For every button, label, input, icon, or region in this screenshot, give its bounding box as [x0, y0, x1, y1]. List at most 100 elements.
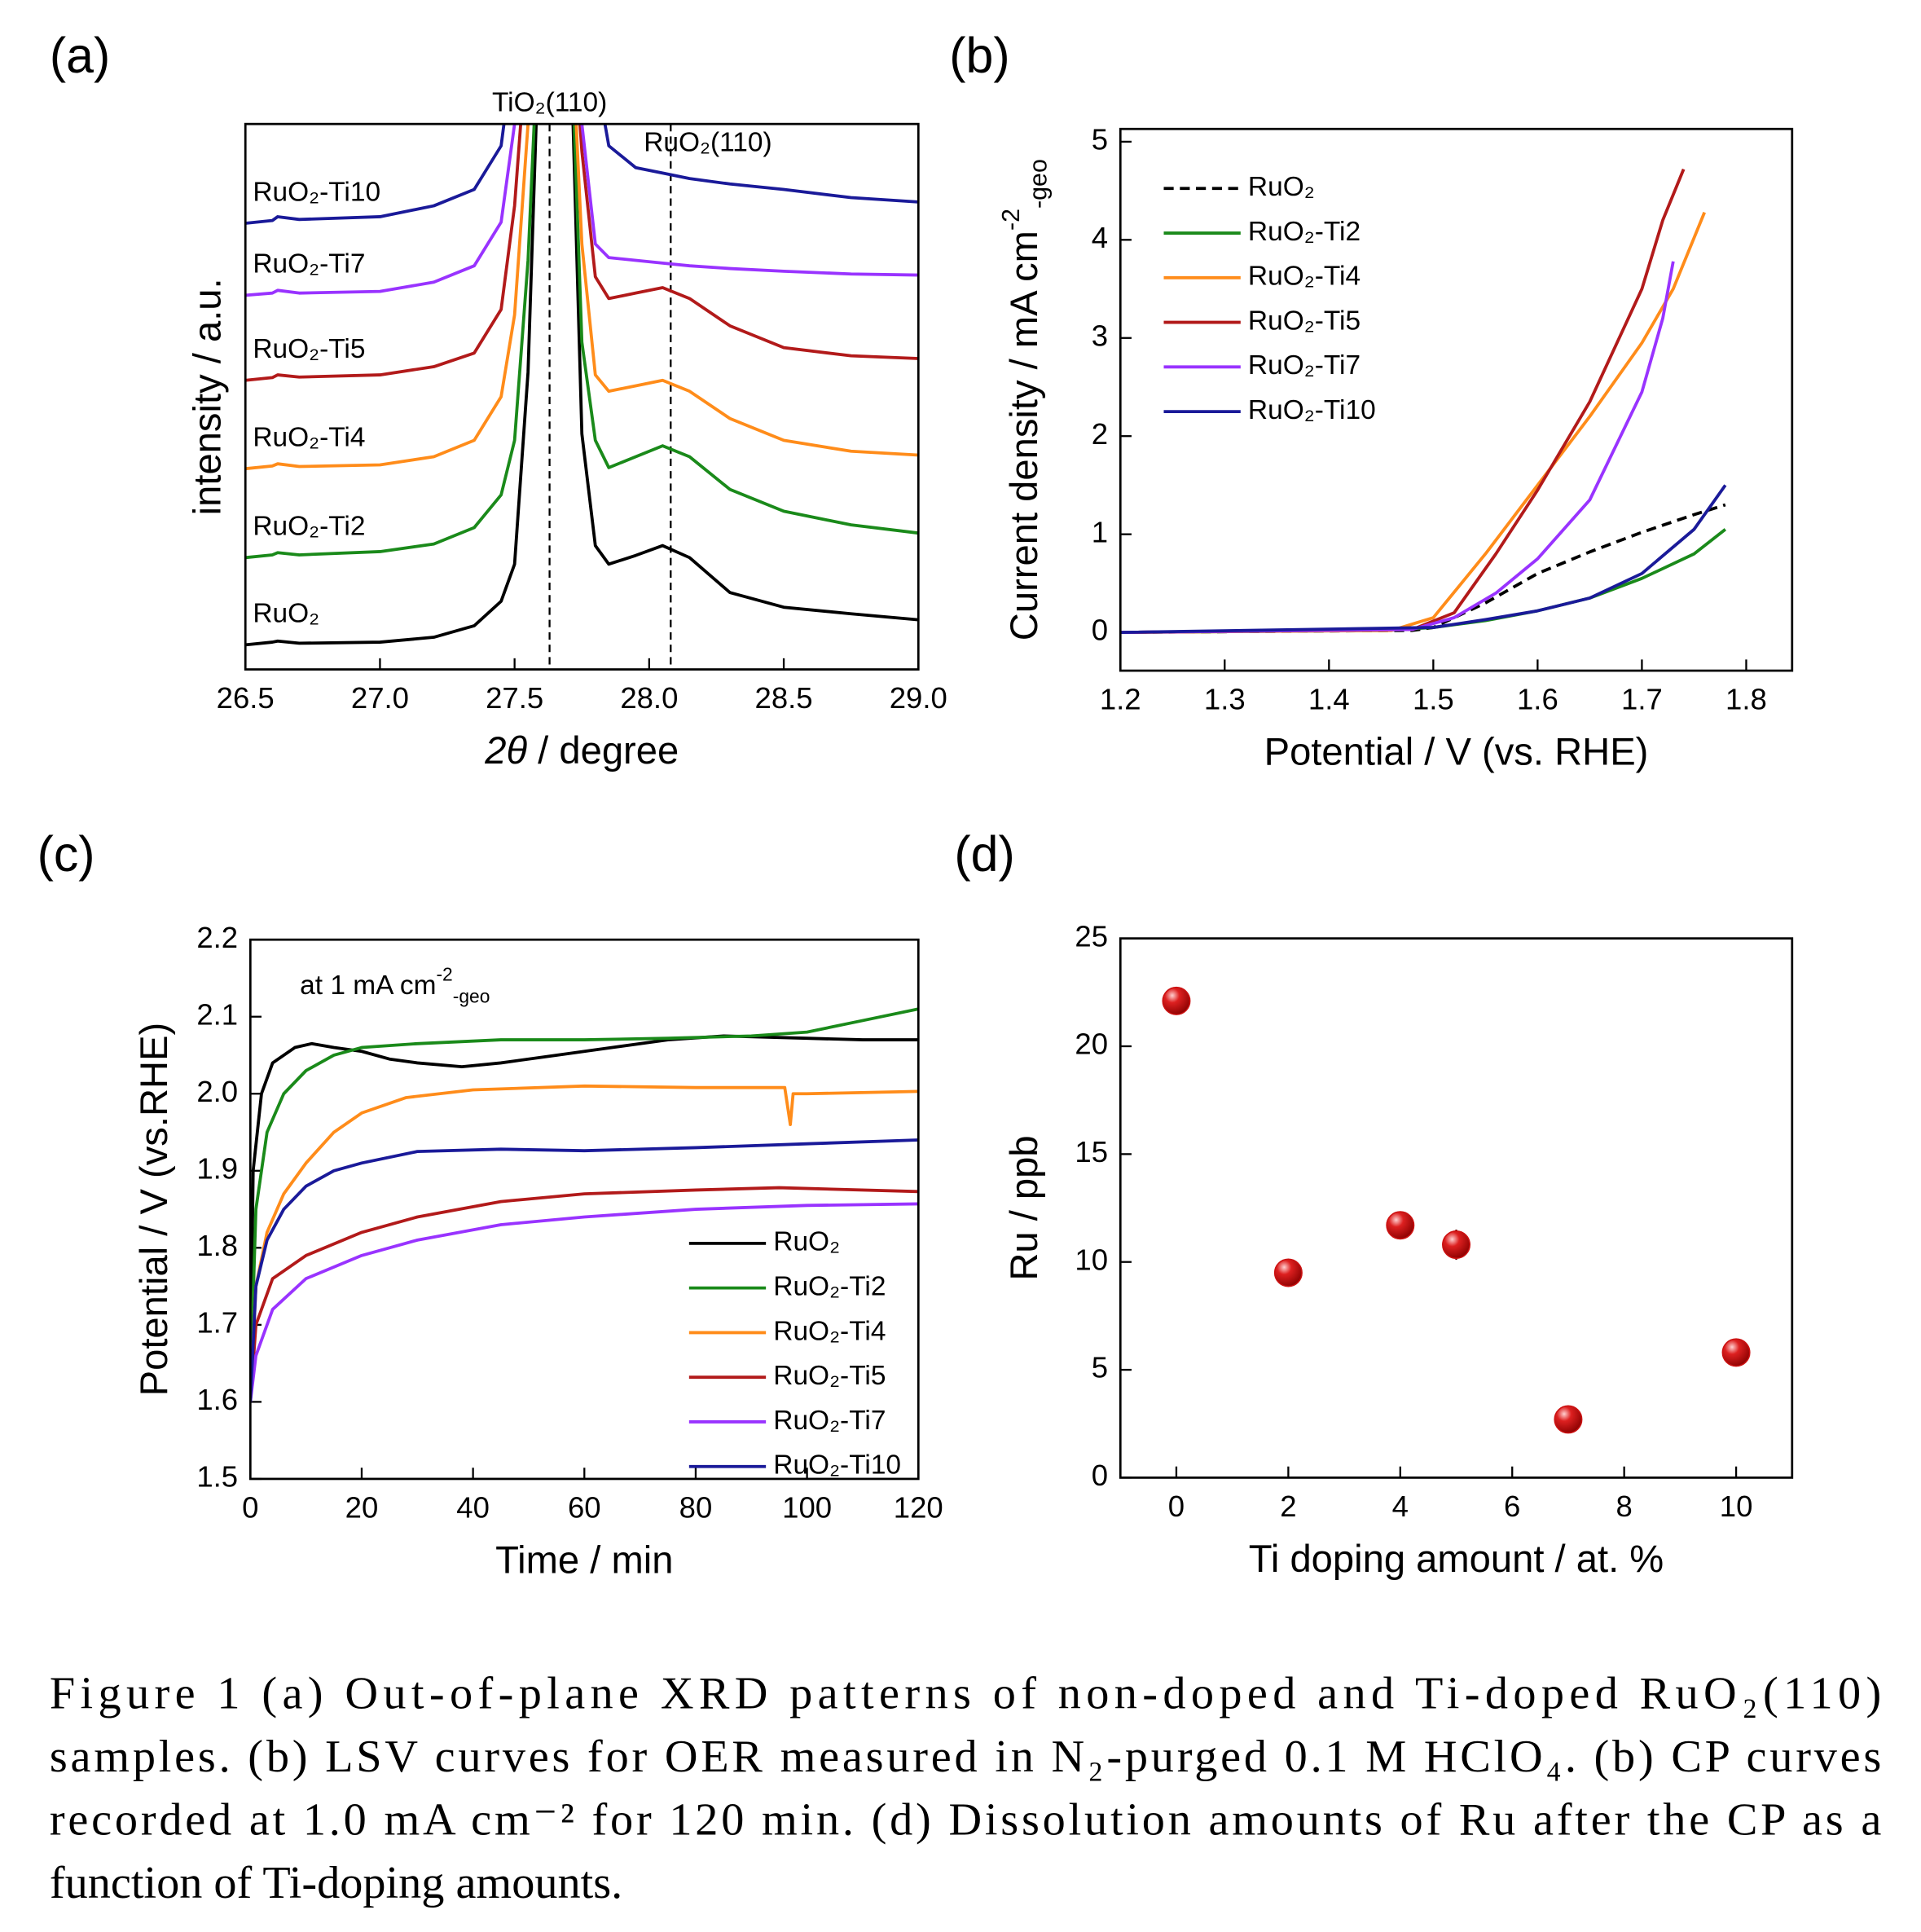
panel-label: (d) [954, 826, 1014, 882]
series-line [1120, 503, 1726, 634]
plot-frame [1119, 127, 1794, 672]
series-label: RuO₂-Ti5 [253, 334, 365, 364]
x-tick-label: 0 [1168, 1490, 1185, 1523]
series-line [250, 1202, 919, 1402]
annotation-sup: -2 [436, 963, 452, 984]
annotation-sub: -geo [453, 986, 490, 1007]
caption-line: Figure 1 (a) Out-of-plane XRD patterns o… [50, 1668, 1881, 1719]
y-tick-label: 1.6 [196, 1383, 238, 1416]
x-tick-label: 27.0 [351, 681, 409, 715]
x-axis-label-italic: 2θ [484, 728, 527, 772]
x-tick-label: 2 [1280, 1490, 1296, 1523]
x-tick-label: 0 [242, 1491, 258, 1525]
x-tick-label: 29.0 [890, 681, 947, 715]
caption-line: function of Ti-doping amounts. [50, 1858, 622, 1908]
plot-frame [1119, 937, 1794, 1479]
y-tick-label: 25 [1075, 919, 1108, 953]
series-line [1120, 484, 1727, 634]
series-line [1120, 528, 1727, 634]
y-tick-label: 15 [1075, 1135, 1108, 1168]
x-axis-label: Potential / V (vs. RHE) [1264, 730, 1649, 773]
legend-label: RuO₂-Ti7 [1248, 350, 1361, 381]
series-line [1120, 261, 1675, 634]
x-tick-label: 1.6 [1517, 683, 1558, 716]
x-tick-label: 26.5 [217, 681, 275, 715]
point [1442, 1230, 1471, 1260]
x-tick-label: 1.4 [1308, 683, 1350, 716]
y-tick-label: 3 [1092, 319, 1108, 352]
y-tick-label: 1.5 [196, 1460, 238, 1494]
point [1386, 1211, 1415, 1240]
x-axis-label-text: Potential / V (vs. RHE) [1264, 730, 1649, 773]
x-tick-label: 80 [679, 1491, 713, 1525]
series-line [250, 1138, 919, 1402]
y-tick-label: 4 [1092, 221, 1108, 254]
annotation: at 1 mA cm-2-geo [300, 963, 490, 1006]
annotation-text: at 1 mA cm [300, 970, 436, 1001]
series-line [245, 124, 919, 382]
x-tick-label: 1.8 [1725, 683, 1767, 716]
x-tick-label: 4 [1392, 1490, 1409, 1523]
panel: (a) 26.5 27.0 27.5 28.0 28.5 29.0 2θ / degree in… [50, 28, 947, 772]
x-tick-label: 8 [1615, 1490, 1632, 1523]
y-axis-label-text: Current density / mA cm [1003, 231, 1046, 640]
x-tick-label: 28.5 [755, 681, 813, 715]
series-label: RuO₂-Ti4 [253, 423, 365, 453]
legend-label: RuO₂ [1248, 172, 1315, 202]
series-line [250, 1007, 919, 1387]
y-axis-label: Ru / ppb [1003, 1135, 1046, 1280]
series-line [245, 124, 919, 225]
x-axis-label: Time / min [495, 1538, 673, 1582]
y-tick-label: 5 [1092, 1351, 1108, 1384]
series-line [1120, 211, 1706, 634]
x-tick-label: 28.0 [620, 681, 678, 715]
legend-label: RuO₂-Ti5 [773, 1361, 886, 1391]
series-line [245, 124, 919, 560]
panel: (b) 1.2 1.3 1.4 1.5 1.6 1.7 1.8 0 1 2 3 4 5 Potential … [949, 28, 1794, 773]
x-tick-label: 20 [345, 1491, 379, 1525]
y-tick-label: 1 [1092, 515, 1108, 548]
x-tick-label: 10 [1720, 1490, 1753, 1523]
panel: (d) 0 2 4 6 8 10 0 5 10 15 20 25 Ti doping amount / a… [954, 826, 1794, 1580]
caption-line: samples. (b) LSV curves for OER measured… [50, 1732, 1881, 1782]
legend-label: RuO₂ [773, 1227, 840, 1257]
y-tick-label: 1.9 [196, 1151, 238, 1185]
caption-line: recorded at 1.0 mA cm⁻² for 120 min. (d)… [50, 1795, 1881, 1846]
point [1721, 1338, 1751, 1367]
series-line [1120, 168, 1686, 634]
x-tick-label: 1.3 [1204, 683, 1246, 716]
series-line [250, 1186, 919, 1402]
x-axis-label-text: Ti doping amount / at. % [1249, 1537, 1664, 1580]
y-axis-label-sub: -geo [1024, 159, 1052, 209]
legend-label: RuO₂-Ti5 [1248, 306, 1361, 336]
reference-label: TiO₂(110) [492, 88, 607, 118]
series-line [245, 124, 919, 471]
y-tick-label: 20 [1075, 1028, 1108, 1061]
plot-frame [244, 122, 920, 671]
x-axis-label-text: / degree [527, 728, 679, 772]
panel-label: (b) [949, 28, 1009, 83]
point [1273, 1258, 1303, 1287]
y-tick-label: 2.0 [196, 1075, 238, 1108]
y-axis-label-text: Ru / ppb [1003, 1135, 1046, 1280]
x-tick-label: 60 [568, 1491, 601, 1525]
legend-label: RuO₂-Ti10 [1248, 395, 1376, 425]
x-tick-label: 1.7 [1621, 683, 1663, 716]
x-tick-label: 27.5 [486, 681, 543, 715]
x-tick-label: 1.2 [1100, 683, 1141, 716]
series-line [245, 124, 919, 297]
series-line [245, 124, 919, 647]
y-tick-label: 2.1 [196, 997, 238, 1031]
legend-label: RuO₂-Ti2 [1248, 217, 1361, 247]
y-axis-label: Current density / mA cm-2-geo [997, 159, 1052, 640]
y-axis-label: intensity / a.u. [186, 278, 229, 515]
x-tick-label: 40 [456, 1491, 490, 1525]
legend-label: RuO₂-Ti4 [773, 1316, 886, 1346]
panel-label: (c) [37, 826, 95, 882]
series-label: RuO₂-Ti10 [253, 177, 380, 207]
panel: (c) 0 20 40 60 80 100 120 1.5 1.6 1.7 1.8 1.9 2.0 2.1 2… [37, 826, 943, 1582]
x-tick-label: 6 [1504, 1490, 1520, 1523]
series-label: RuO₂-Ti7 [253, 249, 365, 279]
x-axis-label: Ti doping amount / at. % [1249, 1537, 1664, 1580]
legend-label: RuO₂-Ti2 [773, 1271, 886, 1301]
